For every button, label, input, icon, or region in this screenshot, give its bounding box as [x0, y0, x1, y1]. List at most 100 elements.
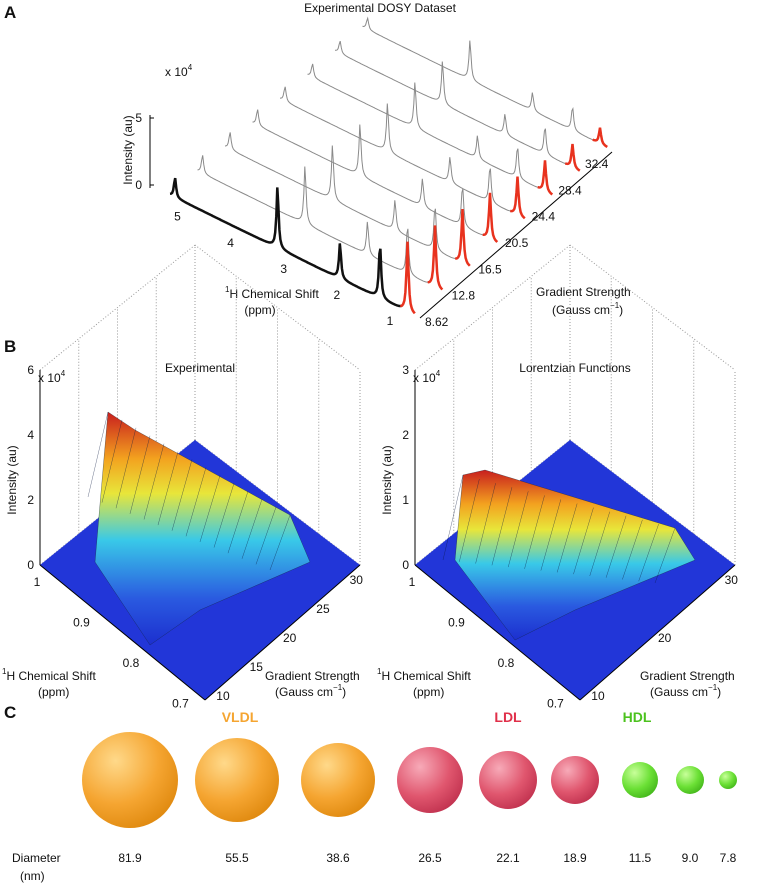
y-axis-label: Intensity (au): [5, 445, 19, 514]
mesh-line: [459, 479, 480, 562]
diameter-value: 55.5: [225, 851, 249, 865]
z-tick-label: 24.4: [532, 210, 556, 224]
spectrum-peak: [482, 192, 499, 243]
panel-label: B: [4, 337, 16, 356]
x-tick-label: 1: [387, 314, 394, 328]
mesh-line: [143, 443, 165, 520]
scale-label: x 104: [413, 369, 441, 385]
diameter-value: 38.6: [326, 851, 350, 865]
y-tick-label: 6: [27, 363, 34, 377]
particles: [82, 732, 737, 828]
x-tick-label: 4: [227, 236, 234, 250]
surface-ridge: [454, 469, 696, 641]
sup: 1: [225, 285, 230, 294]
mesh-line: [269, 514, 291, 571]
mesh-line: [171, 459, 193, 531]
unit-end: ): [717, 685, 721, 699]
particle: [676, 766, 704, 794]
scale-base: x 10: [413, 371, 436, 385]
particle: [622, 762, 658, 798]
unit: (Gauss cm: [650, 685, 708, 699]
x-axis-unit: (ppm): [244, 303, 275, 317]
spectrum-peak: [564, 143, 581, 172]
z-tick-label: 8.62: [425, 315, 449, 329]
grid-line: [39, 244, 196, 371]
grid-line: [204, 564, 361, 701]
spectrum: [169, 177, 403, 308]
diameter-value: 18.9: [563, 851, 587, 865]
x-axis-label-main: H Chemical Shift: [6, 669, 96, 683]
particle: [82, 732, 178, 828]
mesh-line: [199, 475, 221, 542]
mesh-line: [638, 523, 659, 582]
particle: [479, 751, 537, 809]
y-tick-label: 0: [402, 558, 409, 572]
x-tick-label: 0.8: [123, 656, 140, 670]
diameter-value: 22.1: [496, 851, 520, 865]
spectrum: [307, 63, 540, 188]
mesh-line: [213, 483, 235, 548]
diameter-value: 9.0: [682, 851, 699, 865]
z-axis-unit: (Gauss cm−1): [552, 301, 623, 317]
x-axis-label: 1H Chemical Shift: [2, 667, 96, 683]
x-axis-label-main: H Chemical Shift: [229, 287, 319, 301]
surface-ridge: [94, 411, 311, 646]
panel-title: Experimental DOSY Dataset: [304, 1, 457, 15]
spectrum-peak: [455, 209, 471, 267]
mesh-line: [557, 503, 578, 573]
particle: [301, 743, 375, 817]
z-tick-label: 32.4: [585, 157, 609, 171]
scale-base: x 10: [165, 65, 188, 79]
spectrum: [334, 40, 568, 165]
y-tick-label: 3: [402, 363, 409, 377]
diameter-value: 81.9: [118, 851, 142, 865]
group-label: LDL: [494, 709, 522, 725]
y-tick-label: 4: [27, 428, 34, 442]
mesh-line: [491, 487, 513, 566]
grid-line: [39, 564, 206, 701]
particle: [719, 771, 737, 789]
mesh-line: [255, 507, 277, 565]
mesh-line: [185, 467, 207, 537]
spectrum: [280, 86, 513, 212]
z-axis-label: Gradient Strength: [640, 669, 735, 683]
mesh-line: [524, 495, 545, 569]
x-tick-label: 1: [34, 575, 41, 589]
surface-plot: Lorentzian Functions x 104 Intensity (au) 0…: [377, 244, 739, 710]
x-tick-label: 3: [280, 262, 287, 276]
x-tick-label: 1: [409, 575, 416, 589]
panel-label: A: [4, 3, 16, 22]
mesh-line: [654, 527, 676, 584]
particle: [195, 738, 279, 822]
particle: [551, 756, 599, 804]
sup: −1: [333, 683, 343, 692]
mesh-line: [573, 507, 594, 575]
mesh-line: [540, 499, 561, 571]
diameter-value: 7.8: [720, 851, 737, 865]
diameters: 81.9 55.5 38.6 26.5 22.1 18.9 11.5 9.0 7.8: [118, 851, 736, 865]
z-tick-label: 25: [316, 602, 330, 616]
z-axis-label: Gradient Strength: [536, 285, 631, 299]
z-tick-label: 28.4: [558, 183, 582, 197]
scale-base: x 10: [38, 371, 61, 385]
x-tick-label: 0.7: [172, 696, 189, 710]
row-label: Diameter: [12, 851, 61, 865]
z-tick-label: 30: [725, 573, 739, 587]
mesh-line: [589, 511, 610, 576]
diameter-value: 11.5: [629, 851, 652, 865]
sup: −1: [708, 683, 718, 692]
particle: [397, 747, 463, 813]
z-tick-label: 20.5: [505, 236, 529, 250]
y-tick-label: 2: [402, 428, 409, 442]
z-tick-label: 20: [283, 631, 297, 645]
row-unit: (nm): [20, 869, 45, 883]
x-tick-label: 0.9: [448, 615, 465, 629]
z-tick-label: 30: [350, 573, 364, 587]
spectrum: [362, 16, 595, 141]
unit: (Gauss cm: [552, 303, 610, 317]
z-tick-label: 12.8: [452, 289, 476, 303]
scale-label: x 104: [38, 369, 66, 385]
mesh-line: [101, 419, 123, 503]
sup: −1: [610, 301, 620, 310]
